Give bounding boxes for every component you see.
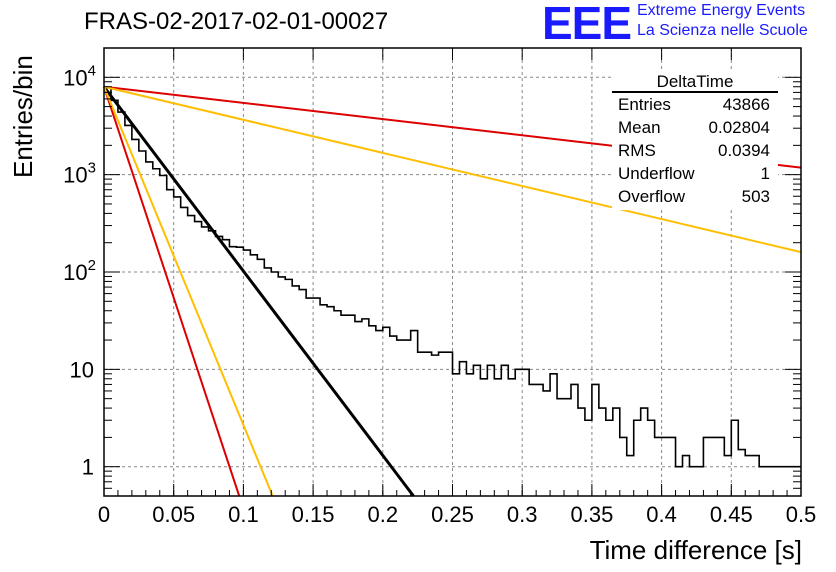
x-tick-label: 0.45: [710, 502, 753, 527]
stats-box-background: [612, 70, 778, 210]
stats-row-label: Overflow: [618, 187, 686, 206]
fit-curve-2: [103, 86, 241, 497]
y-tick-label: 104: [63, 62, 96, 90]
stats-row-label: Underflow: [618, 164, 695, 183]
stats-row-value: 1: [761, 164, 770, 183]
stats-row-value: 503: [742, 187, 770, 206]
x-tick-label: 0.25: [431, 502, 474, 527]
fit-curve-5: [103, 85, 802, 254]
logo-line-1: Extreme Energy Events: [637, 2, 806, 19]
y-axis-label: Entries/bin: [8, 55, 38, 178]
fit-curve-1: [102, 85, 415, 497]
x-tick-label: 0.15: [292, 502, 335, 527]
x-axis-label: Time difference [s]: [589, 535, 802, 565]
x-tick-label: 0.05: [152, 502, 195, 527]
x-tick-label: 0.35: [570, 502, 613, 527]
stats-row-value: 43866: [723, 95, 770, 114]
y-tick-label: 10: [70, 357, 94, 382]
y-tick-label: 103: [63, 160, 96, 188]
y-tick-label: 1: [82, 455, 94, 480]
y-tick-label: 102: [63, 257, 96, 285]
stats-box: DeltaTime Entries 43866 Mean 0.02804 RMS 0.039…: [612, 70, 778, 210]
stats-row-value: 0.02804: [709, 118, 770, 137]
x-tick-label: 0.5: [786, 502, 817, 527]
stats-row-label: RMS: [618, 141, 656, 160]
stats-row-label: Entries: [618, 95, 671, 114]
x-tick-label: 0.4: [646, 502, 677, 527]
x-tick-label: 0: [98, 502, 110, 527]
eee-logo-mark: EEE: [542, 0, 632, 49]
fit-curves-layer: [102, 85, 802, 497]
tick-layer: 0 0.05 0.1 0.15 0.2 0.25 0.3 0.35 0.4 0.45 0.5 1 10 1…: [63, 47, 817, 527]
stats-row-value: 0.0394: [718, 141, 770, 160]
x-tick-label: 0.1: [228, 502, 259, 527]
histogram-layer: [104, 87, 801, 468]
run-title: FRAS-02-2017-02-01-00027: [84, 8, 389, 35]
fit-curve-3: [103, 86, 274, 497]
stats-title: DeltaTime: [657, 72, 734, 91]
histogram-bins: [104, 87, 801, 468]
x-tick-label: 0.2: [368, 502, 399, 527]
logo-line-2: La Scienza nelle Scuole: [637, 22, 808, 39]
stats-row-label: Mean: [618, 118, 661, 137]
x-tick-label: 0.3: [507, 502, 538, 527]
